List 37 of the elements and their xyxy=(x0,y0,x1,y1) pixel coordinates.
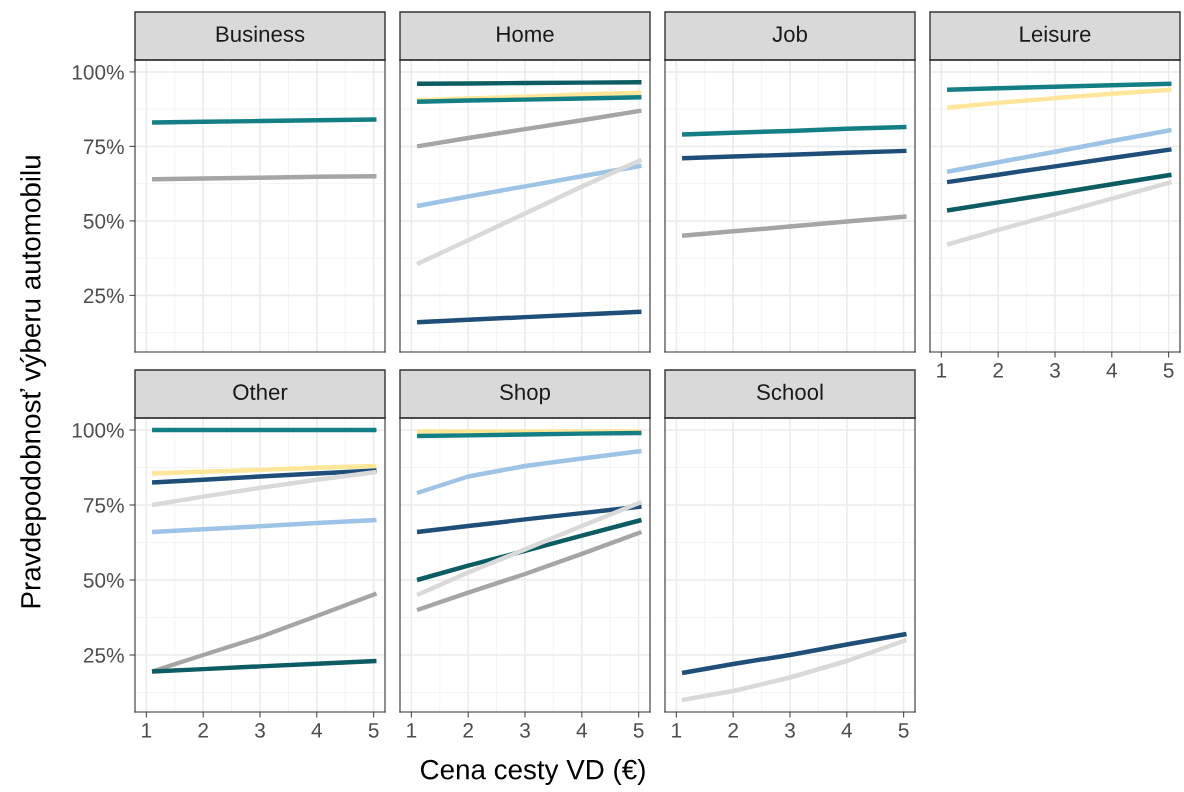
chart-title: Leisure xyxy=(1020,25,1091,42)
y-tick-label: 100% xyxy=(72,64,124,80)
x-tick-label: 5 xyxy=(633,723,644,738)
x-tick-label: 1 xyxy=(672,723,682,738)
x-tick-label: 3 xyxy=(255,722,265,738)
y-axis-title: Pravdepodobnosť výberu automobilu xyxy=(19,156,47,608)
y-tick-label: 100% xyxy=(72,423,124,438)
chart-title: Other xyxy=(233,383,288,400)
y-tick-label: 75% xyxy=(83,139,124,155)
x-tick-label: 4 xyxy=(576,723,587,738)
y-tick-label: 25% xyxy=(83,648,124,663)
chart-title: Home xyxy=(497,26,554,42)
x-axis-title: Cena cesty VD (€) xyxy=(420,759,645,785)
x-tick-label: 3 xyxy=(785,722,795,738)
chart-title: School xyxy=(757,383,823,400)
chart-title: Shop xyxy=(500,383,551,405)
x-tick-label: 3 xyxy=(1050,362,1060,378)
y-tick-label: 25% xyxy=(83,288,124,304)
y-tick-label: 75% xyxy=(83,498,124,513)
x-tick-label: 2 xyxy=(198,722,208,738)
x-tick-label: 1 xyxy=(937,363,947,378)
x-tick-label: 5 xyxy=(898,723,909,738)
x-tick-label: 5 xyxy=(368,723,379,738)
y-tick-label: 50% xyxy=(83,213,124,229)
x-tick-label: 3 xyxy=(520,722,530,738)
chart-title: Job xyxy=(772,25,807,42)
x-tick-label: 4 xyxy=(311,723,322,738)
x-tick-label: 4 xyxy=(841,723,852,738)
x-tick-label: 2 xyxy=(463,722,473,738)
x-tick-label: 5 xyxy=(1163,363,1174,378)
x-tick-label: 1 xyxy=(142,723,152,738)
x-tick-label: 4 xyxy=(1106,363,1117,378)
x-tick-label: 1 xyxy=(407,723,417,738)
x-tick-label: 2 xyxy=(993,362,1003,378)
x-tick-label: 2 xyxy=(728,722,738,738)
chart-title: Business xyxy=(216,25,305,42)
y-tick-label: 50% xyxy=(83,573,124,588)
